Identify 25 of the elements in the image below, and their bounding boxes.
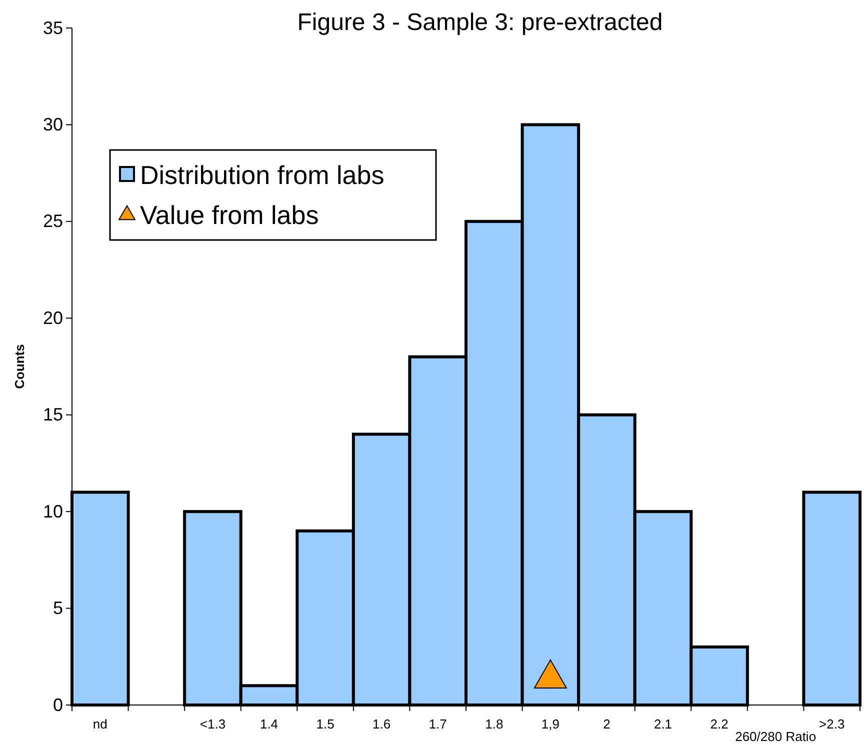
x-tick-label: 2 bbox=[603, 716, 610, 732]
y-tick-label: 15 bbox=[42, 404, 63, 425]
legend-label: Value from labs bbox=[140, 200, 319, 230]
y-tick-label: 20 bbox=[42, 308, 63, 328]
x-tick-label: nd bbox=[92, 716, 108, 732]
x-tick-label: 1.4 bbox=[260, 716, 278, 732]
x-tick-label: 1.8 bbox=[485, 716, 504, 732]
x-tick-label: <1.3 bbox=[200, 716, 226, 732]
x-tick-label: 2.2 bbox=[710, 716, 728, 732]
x-tick-label: 1.7 bbox=[428, 716, 447, 732]
x-tick-label: 2.1 bbox=[654, 716, 672, 732]
y-tick-label: 25 bbox=[42, 211, 63, 232]
y-axis-title: Counts bbox=[12, 344, 27, 389]
x-tick-label: 1.5 bbox=[316, 716, 334, 732]
x-tick-label: 1,9 bbox=[541, 716, 560, 732]
x-axis-title: 260/280 Ratio bbox=[735, 729, 816, 744]
y-tick-label: 5 bbox=[52, 598, 63, 618]
legend-label: Distribution from labs bbox=[140, 160, 384, 190]
y-tick-label: 0 bbox=[52, 694, 63, 715]
y-tick-label: 35 bbox=[42, 18, 63, 38]
y-tick-label: 30 bbox=[42, 114, 63, 134]
chart-title: Figure 3 - Sample 3: pre-extracted bbox=[297, 9, 663, 36]
y-tick-label: 10 bbox=[42, 501, 63, 522]
x-tick-label: >2.3 bbox=[819, 716, 845, 732]
x-tick-label: 1.6 bbox=[372, 716, 391, 732]
